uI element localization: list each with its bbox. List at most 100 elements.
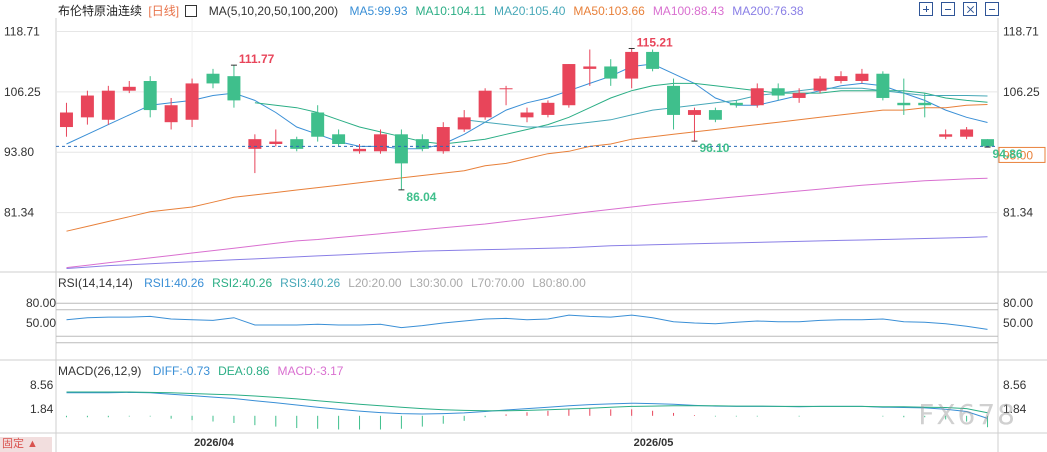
macd-tick-right: 1.84 — [1003, 402, 1027, 416]
rsi-value-6: L80:80.00 — [532, 276, 586, 290]
price-tick-left: 81.34 — [4, 206, 34, 220]
candle-body — [394, 134, 408, 164]
candle-body — [876, 73, 890, 98]
macd-header: MACD(26,12,9) DIFF:-0.73 DEA:0.86 MACD:-3.… — [58, 362, 359, 380]
ma-line-ma10 — [254, 82, 988, 145]
watermark-logo: FX678 — [918, 398, 1017, 431]
candle-body — [415, 139, 429, 149]
candle-body — [834, 76, 848, 81]
fix-toggle-button[interactable]: 固定 ▲ — [0, 437, 52, 452]
candle-body — [687, 110, 701, 115]
candle-body — [227, 76, 241, 101]
macd-value-0: DIFF:-0.73 — [152, 364, 211, 378]
annotation-label: 86.04 — [406, 190, 436, 204]
candle-body — [708, 110, 722, 120]
annotation-label: 115.21 — [637, 35, 673, 49]
rsi-line — [66, 314, 988, 330]
candle-body — [646, 51, 660, 69]
rsi-value-3: L20:20.00 — [348, 276, 402, 290]
candle-body — [604, 66, 618, 79]
ma-value-3: MA50:103.66 — [573, 4, 645, 18]
candle-body — [918, 102, 932, 106]
rsi-value-2: RSI3:40.26 — [280, 276, 341, 290]
candle-body — [771, 88, 785, 96]
price-tick-right: 81.34 — [1003, 206, 1033, 220]
x-tick-label: 2026/05 — [634, 437, 674, 449]
candle-body — [353, 148, 367, 152]
current-price-tag — [998, 146, 1046, 163]
candle-body — [436, 127, 450, 152]
minimize-icon[interactable] — [985, 2, 999, 16]
ma-line-ma100 — [66, 177, 988, 269]
candle-body — [478, 90, 492, 118]
price-tick-left: 106.25 — [4, 85, 41, 99]
candle-body — [939, 134, 953, 137]
period-label[interactable]: [日线] — [148, 4, 180, 18]
candle-body — [290, 139, 304, 149]
candle-body — [562, 64, 576, 106]
reset-icon[interactable] — [963, 2, 977, 16]
candle-body — [855, 73, 869, 81]
candle-body — [541, 102, 555, 115]
candle-body — [981, 139, 995, 147]
rsi-value-1: RSI2:40.26 — [212, 276, 273, 290]
macd-tick-right: 8.56 — [1003, 378, 1027, 392]
current-price-label: 95.00 — [1003, 148, 1033, 162]
candle-body — [625, 51, 639, 79]
candle-body — [897, 102, 911, 106]
ma-values: MA5:99.93 MA10:104.11 MA20:105.40 MA50:103.… — [349, 4, 811, 18]
candle-body — [520, 112, 534, 118]
candle-body — [332, 134, 346, 144]
candle-body — [59, 112, 73, 128]
candle-body — [185, 83, 199, 120]
ma-line-ma50 — [66, 104, 988, 232]
candle-body — [583, 66, 597, 69]
zoom-in-icon[interactable] — [919, 2, 933, 16]
candle-body — [101, 90, 115, 120]
ma-label: MA(5,10,20,50,100,200) — [208, 4, 339, 18]
candle-body — [750, 88, 764, 106]
candle-body — [499, 88, 513, 90]
rsi-value-5: L70:70.00 — [470, 276, 525, 290]
chart-toolbar — [919, 2, 999, 18]
ma-value-5: MA200:76.38 — [732, 4, 804, 18]
price-tick-right: 118.71 — [1003, 25, 1039, 39]
macd-label: MACD(26,12,9) — [58, 364, 142, 378]
price-tick-left: 118.71 — [4, 25, 40, 39]
ma-line-ma20 — [464, 87, 988, 128]
rsi-label: RSI(14,14,14) — [58, 276, 133, 290]
annotation-label: 111.77 — [239, 52, 275, 66]
zoom-out-icon[interactable] — [941, 2, 955, 16]
macd-dea-line — [66, 391, 988, 414]
macd-value-2: MACD:-3.17 — [277, 364, 344, 378]
candle-body — [792, 93, 806, 98]
annotation-label: 96.10 — [699, 141, 729, 155]
candle-body — [269, 141, 283, 144]
x-tick-label: 2026/04 — [194, 437, 235, 449]
rsi-tick-left: 80.00 — [26, 296, 56, 310]
candle-body — [311, 112, 325, 137]
candle-body — [248, 139, 262, 149]
ma-value-0: MA5:99.93 — [349, 4, 408, 18]
rsi-values: RSI1:40.26 RSI2:40.26 RSI3:40.26 L20:20.00 L… — [144, 276, 594, 290]
ma-line-ma5 — [66, 63, 988, 150]
annotation-label: 94.86 — [993, 147, 1023, 161]
macd-tick-left: 8.56 — [30, 378, 54, 392]
price-header: 布伦特原油连续 [日线] MA(5,10,20,50,100,200) MA5:… — [58, 2, 820, 20]
rsi-tick-left: 50.00 — [26, 316, 56, 330]
candle-body — [960, 129, 974, 137]
candle-body — [373, 134, 387, 152]
macd-tick-left: 1.84 — [30, 402, 54, 416]
ma-settings-icon[interactable] — [185, 4, 198, 17]
candle-body — [80, 95, 94, 118]
ma-value-2: MA20:105.40 — [494, 4, 566, 18]
rsi-tick-right: 50.00 — [1003, 316, 1033, 330]
candle-body — [813, 78, 827, 91]
ma-line-ma200 — [66, 236, 988, 269]
candle-body — [164, 105, 178, 123]
rsi-tick-right: 80.00 — [1003, 296, 1033, 310]
ma-value-1: MA10:104.11 — [415, 4, 487, 18]
candle-body — [457, 117, 471, 130]
symbol-name: 布伦特原油连续 — [58, 4, 143, 18]
